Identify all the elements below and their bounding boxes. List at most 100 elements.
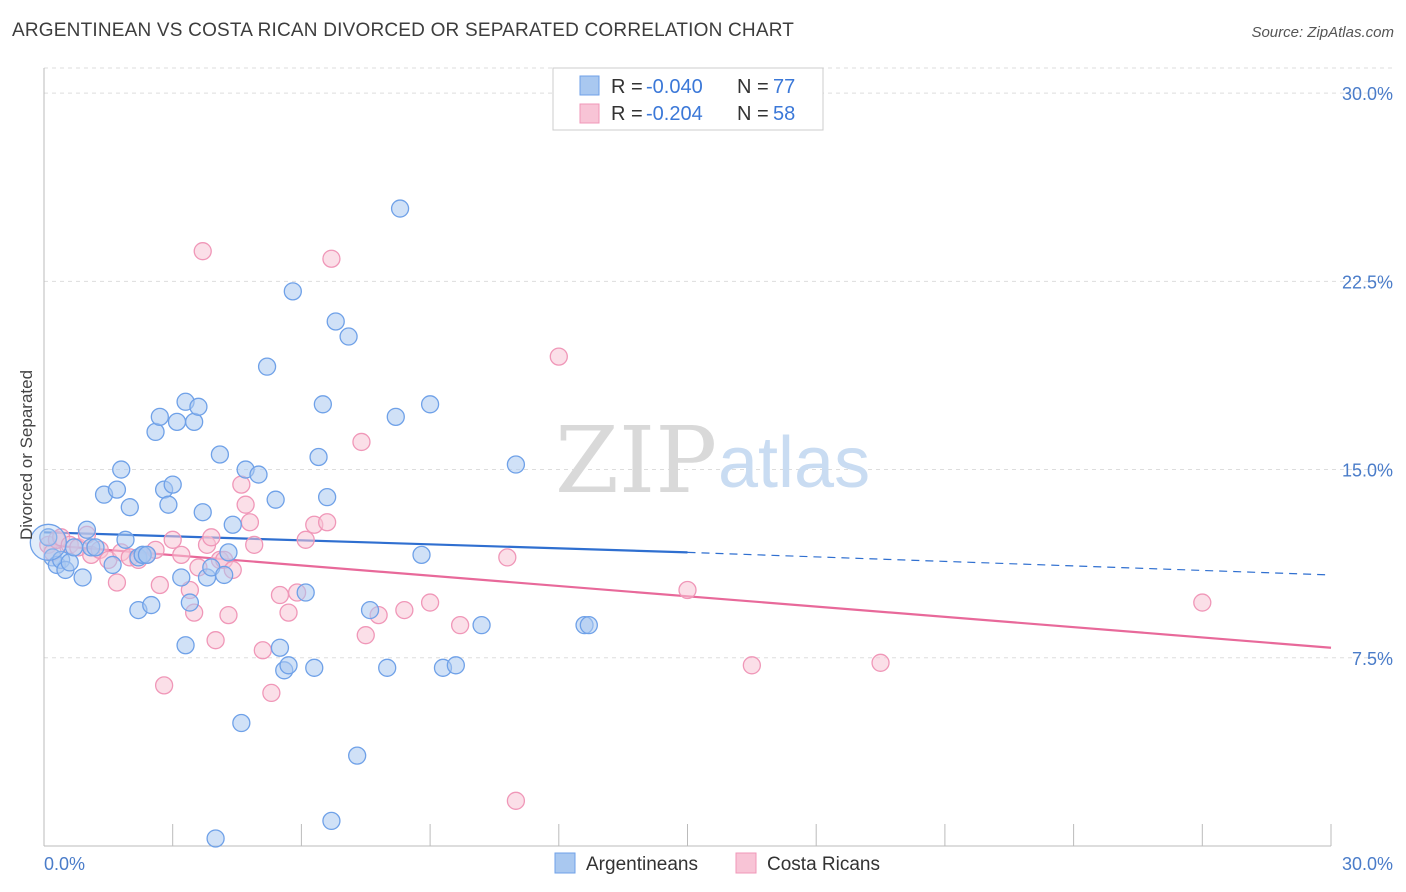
- argentinean-point-33: [184, 412, 204, 432]
- costa-rican-point-19: [172, 545, 191, 565]
- argentinean-point-15: [116, 530, 135, 549]
- argentinean-point-16: [120, 498, 139, 517]
- y-tick-label-1: 15.0%: [1342, 461, 1393, 481]
- argentinean-point-0: [39, 528, 58, 547]
- argentinean-point-7: [73, 568, 92, 587]
- source-credit: Source: ZipAtlas.com: [1251, 24, 1394, 41]
- costa-rican-point-34: [245, 535, 264, 554]
- argentinean-point-48: [270, 638, 290, 657]
- stats-legend: R = -0.040 N = 77 R = -0.204 N = 58: [552, 67, 824, 131]
- costa-rican-point-51: [506, 791, 526, 810]
- costa-rican-point-18: [163, 530, 182, 549]
- argentinean-point-34: [189, 397, 208, 416]
- argentinean-point-46: [257, 357, 277, 376]
- argentinean-point-32: [180, 593, 200, 612]
- costa-rican-point-10: [107, 573, 127, 592]
- x-tick-label-0: 0.0%: [44, 854, 85, 874]
- costa-rican-point-26: [206, 631, 225, 650]
- costa-rican-point-29: [219, 605, 238, 625]
- argentinean-point-59: [322, 811, 341, 831]
- costa-rican-point-31: [232, 475, 251, 494]
- argentinean-point-61: [360, 600, 380, 620]
- series-legend-swatch-pink: [735, 852, 757, 874]
- chart-title: ARGENTINEAN VS COSTA RICAN DIVORCED OR S…: [12, 20, 795, 41]
- costa-rican-point-54: [742, 656, 761, 675]
- legend-n-label-2: N =: [737, 103, 769, 125]
- argentinean-point-26: [159, 495, 178, 514]
- argentinean-point-72: [579, 615, 598, 635]
- series-legend-label-costa-ricans: Costa Ricans: [767, 854, 880, 875]
- costa-rican-point-49: [450, 615, 470, 635]
- argentinean-point-51: [283, 282, 302, 301]
- legend-n-label-1: N =: [737, 76, 769, 98]
- series-legend-label-argentineans: Argentineans: [586, 854, 698, 875]
- costa-rican-point-47: [395, 600, 414, 620]
- argentinean-trend-line: [43, 531, 688, 554]
- argentinean-point-22: [142, 595, 161, 615]
- costa-rican-point-56: [1193, 593, 1212, 612]
- argentinean-point-27: [163, 475, 182, 494]
- costa-rican-point-32: [236, 495, 255, 514]
- y-tick-label-2: 22.5%: [1342, 272, 1393, 292]
- costa-rican-point-53: [678, 580, 697, 600]
- argentinean-cluster-point: [29, 523, 67, 561]
- argentinean-point-70: [506, 455, 526, 474]
- argentinean-point-54: [309, 447, 328, 467]
- argentinean-point-55: [313, 395, 333, 414]
- legend-swatch-blue: [579, 75, 600, 96]
- argentinean-point-43: [232, 713, 251, 733]
- legend-swatch-pink: [579, 103, 600, 124]
- argentineans-points: [29, 199, 598, 848]
- argentinean-point-47: [266, 490, 285, 509]
- costa-rican-point-25: [202, 528, 221, 547]
- legend-n-value-1: 77: [773, 76, 795, 98]
- argentinean-point-8: [77, 520, 97, 539]
- argentinean-point-62: [386, 407, 405, 426]
- costa-rican-point-42: [317, 513, 337, 532]
- argentinean-point-68: [446, 656, 465, 675]
- legend-r-value-2: -0.204: [646, 103, 703, 125]
- costa-rican-point-35: [253, 641, 272, 660]
- tick-labels: 7.5% 15.0% 22.5% 30.0% 0.0% 30.0%: [44, 84, 1393, 874]
- costa-rican-point-36: [262, 683, 281, 703]
- legend-r-label-2: R =: [611, 103, 643, 125]
- y-tick-label-0: 7.5%: [1352, 649, 1393, 669]
- argentinean-point-66: [420, 395, 440, 414]
- y-axis-label: Divorced or Separated: [17, 370, 36, 540]
- argentinean-point-45: [249, 465, 268, 484]
- argentinean-point-5: [60, 553, 79, 572]
- argentinean-point-12: [103, 555, 122, 575]
- argentinean-point-29: [172, 568, 191, 587]
- series-legend-swatch-blue: [554, 852, 576, 874]
- series-legend: Argentineans Costa Ricans: [554, 852, 880, 875]
- argentinean-point-14: [112, 460, 131, 479]
- costa-rican-point-23: [193, 242, 212, 261]
- costa-rican-point-37: [270, 585, 290, 605]
- argentinean-point-23: [146, 422, 165, 442]
- costa-rican-point-16: [150, 575, 169, 595]
- costa-rican-point-33: [240, 513, 260, 532]
- argentinean-trend-extension: [687, 551, 1332, 576]
- argentinean-point-69: [472, 615, 491, 635]
- costa-ricans-points: [39, 242, 1212, 810]
- argentinean-point-39: [210, 445, 230, 464]
- argentinean-point-13: [107, 480, 127, 499]
- argentinean-point-21: [137, 545, 157, 565]
- argentinean-point-63: [390, 199, 410, 218]
- argentinean-point-35: [193, 503, 212, 522]
- costa-rican-point-44: [352, 432, 371, 452]
- axis-layer: [43, 68, 1331, 847]
- legend-r-value-1: -0.040: [646, 76, 703, 98]
- argentinean-point-57: [326, 312, 345, 331]
- costa-rican-point-17: [154, 676, 174, 695]
- argentinean-point-24: [150, 407, 169, 426]
- costa-rican-point-50: [498, 548, 517, 567]
- costa-rican-point-43: [322, 249, 341, 268]
- argentinean-point-40: [215, 565, 234, 585]
- argentinean-point-28: [167, 412, 187, 432]
- watermark-zip: ZIP: [555, 407, 717, 514]
- argentinean-point-31: [176, 636, 195, 655]
- y-tick-label-3: 30.0%: [1342, 84, 1393, 104]
- argentinean-point-65: [412, 545, 431, 565]
